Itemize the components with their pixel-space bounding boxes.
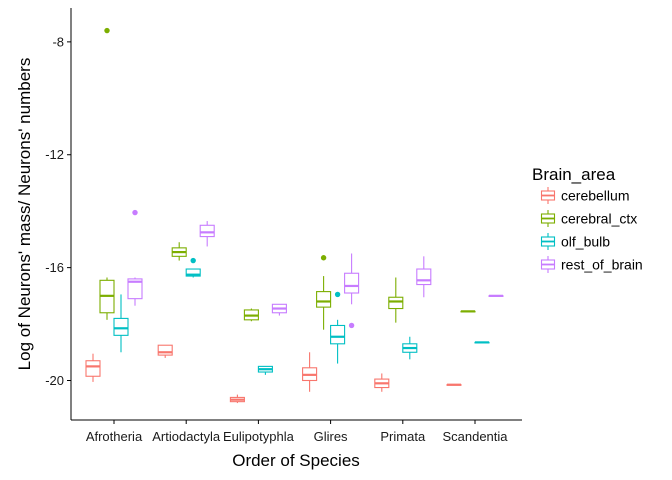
x-axis-title: Order of Species bbox=[232, 451, 360, 470]
legend-label: rest_of_brain bbox=[561, 257, 643, 273]
box-olf_bulb-Primata bbox=[402, 336, 418, 360]
box-iqr bbox=[85, 360, 101, 377]
box-cerebellum-Afrotheria bbox=[85, 353, 101, 382]
legend-label: cerebral_ctx bbox=[561, 211, 637, 227]
box-cerebral_ctx-Artiodactyla bbox=[171, 242, 187, 261]
box-cerebral_ctx-Afrotheria bbox=[99, 27, 115, 320]
y-tick-label: -20 bbox=[45, 373, 64, 388]
box-olf_bulb-Scandentia bbox=[474, 341, 490, 344]
x-tick-label: Scandentia bbox=[442, 429, 508, 444]
box-rest_of_brain-Scandentia bbox=[488, 294, 504, 297]
legend-item-olf_bulb: olf_bulb bbox=[540, 233, 610, 250]
box-rest_of_brain-Eulipotyphla bbox=[271, 303, 287, 316]
x-tick-label: Glires bbox=[314, 429, 348, 444]
x-tick-label: Artiodactyla bbox=[152, 429, 221, 444]
box-iqr bbox=[316, 291, 332, 308]
y-tick-label: -16 bbox=[45, 260, 64, 275]
box-cerebral_ctx-Eulipotyphla bbox=[243, 308, 259, 322]
legend-title: Brain_area bbox=[532, 165, 616, 184]
outlier-point bbox=[348, 322, 355, 329]
legend-item-cerebellum: cerebellum bbox=[540, 187, 629, 204]
box-iqr bbox=[388, 296, 404, 310]
outlier-point bbox=[132, 209, 138, 216]
box-rest_of_brain-Glires bbox=[344, 253, 360, 329]
x-tick-label: Primata bbox=[380, 429, 426, 444]
legend-item-rest_of_brain: rest_of_brain bbox=[540, 256, 643, 273]
outlier-point bbox=[190, 257, 196, 264]
outlier-point bbox=[320, 255, 327, 261]
box-olf_bulb-Eulipotyphla bbox=[257, 365, 273, 375]
box-cerebellum-Scandentia bbox=[446, 383, 462, 386]
y-axis-title: Log of Neurons' mass/ Neurons' numbers bbox=[15, 58, 34, 371]
x-tick-label: Afrotheria bbox=[86, 429, 143, 444]
x-tick-label: Eulipotyphla bbox=[223, 429, 295, 444]
legend: Brain_area cerebellum cerebral_ctx olf_bul… bbox=[532, 165, 643, 273]
outlier-point bbox=[104, 27, 110, 34]
box-olf_bulb-Afrotheria bbox=[113, 294, 129, 353]
box-iqr bbox=[416, 268, 432, 286]
box-iqr bbox=[330, 324, 346, 345]
box-cerebellum-Eulipotyphla bbox=[229, 394, 245, 404]
box-olf_bulb-Artiodactyla bbox=[185, 257, 201, 278]
legend-item-cerebral_ctx: cerebral_ctx bbox=[540, 210, 637, 227]
legend-label: olf_bulb bbox=[561, 234, 610, 250]
box-iqr bbox=[157, 344, 173, 356]
boxes-layer bbox=[85, 27, 504, 404]
y-ticks: -8 -12 -16 -20 bbox=[45, 34, 71, 388]
box-iqr bbox=[113, 317, 129, 336]
legend-label: cerebellum bbox=[561, 188, 629, 204]
y-tick-label: -8 bbox=[52, 34, 64, 49]
x-ticks: Afrotheria Artiodactyla Eulipotyphla Glires… bbox=[86, 420, 508, 444]
box-rest_of_brain-Artiodactyla bbox=[199, 221, 215, 247]
box-iqr bbox=[199, 224, 215, 238]
box-cerebellum-Artiodactyla bbox=[157, 344, 173, 358]
box-iqr bbox=[127, 278, 143, 300]
box-iqr bbox=[185, 268, 201, 277]
box-cerebral_ctx-Scandentia bbox=[460, 310, 476, 313]
box-cerebellum-Glires bbox=[302, 352, 318, 392]
box-rest_of_brain-Primata bbox=[416, 256, 432, 298]
box-cerebral_ctx-Primata bbox=[388, 277, 404, 323]
y-tick-label: -12 bbox=[45, 147, 64, 162]
outlier-point bbox=[334, 291, 341, 298]
box-olf_bulb-Glires bbox=[330, 291, 346, 364]
box-iqr bbox=[344, 272, 360, 294]
box-rest_of_brain-Afrotheria bbox=[127, 209, 143, 306]
box-cerebral_ctx-Glires bbox=[316, 255, 332, 330]
box-cerebellum-Primata bbox=[374, 373, 390, 392]
